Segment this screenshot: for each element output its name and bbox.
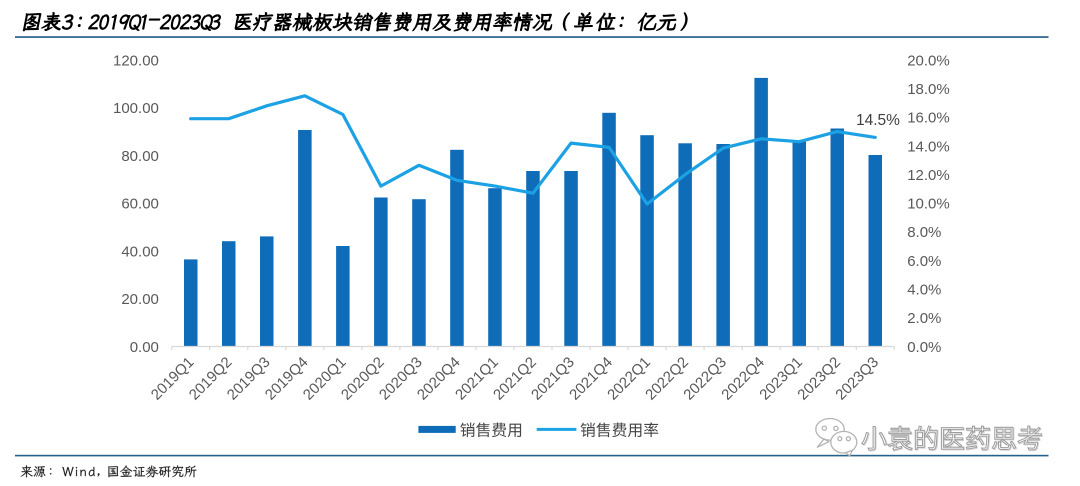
svg-text:8.0%: 8.0% bbox=[907, 224, 941, 241]
svg-text:2.0%: 2.0% bbox=[907, 310, 941, 327]
svg-text:12.0%: 12.0% bbox=[907, 167, 950, 184]
svg-text:0.0%: 0.0% bbox=[907, 339, 941, 356]
svg-text:16.0%: 16.0% bbox=[907, 110, 950, 127]
svg-text:20.0%: 20.0% bbox=[907, 52, 950, 69]
svg-text:6.0%: 6.0% bbox=[907, 253, 941, 270]
svg-text:100.00: 100.00 bbox=[113, 100, 159, 117]
svg-text:4.0%: 4.0% bbox=[907, 282, 941, 299]
svg-text:14.5%: 14.5% bbox=[856, 112, 900, 129]
svg-text:20.00: 20.00 bbox=[121, 291, 159, 308]
svg-text:80.00: 80.00 bbox=[121, 148, 159, 165]
svg-text:60.00: 60.00 bbox=[121, 196, 159, 213]
svg-text:120.00: 120.00 bbox=[113, 52, 159, 69]
svg-text:18.0%: 18.0% bbox=[907, 81, 950, 98]
svg-text:40.00: 40.00 bbox=[121, 243, 159, 260]
svg-text:10.0%: 10.0% bbox=[907, 196, 950, 213]
svg-text:0.00: 0.00 bbox=[130, 339, 159, 356]
svg-text:14.0%: 14.0% bbox=[907, 138, 950, 155]
